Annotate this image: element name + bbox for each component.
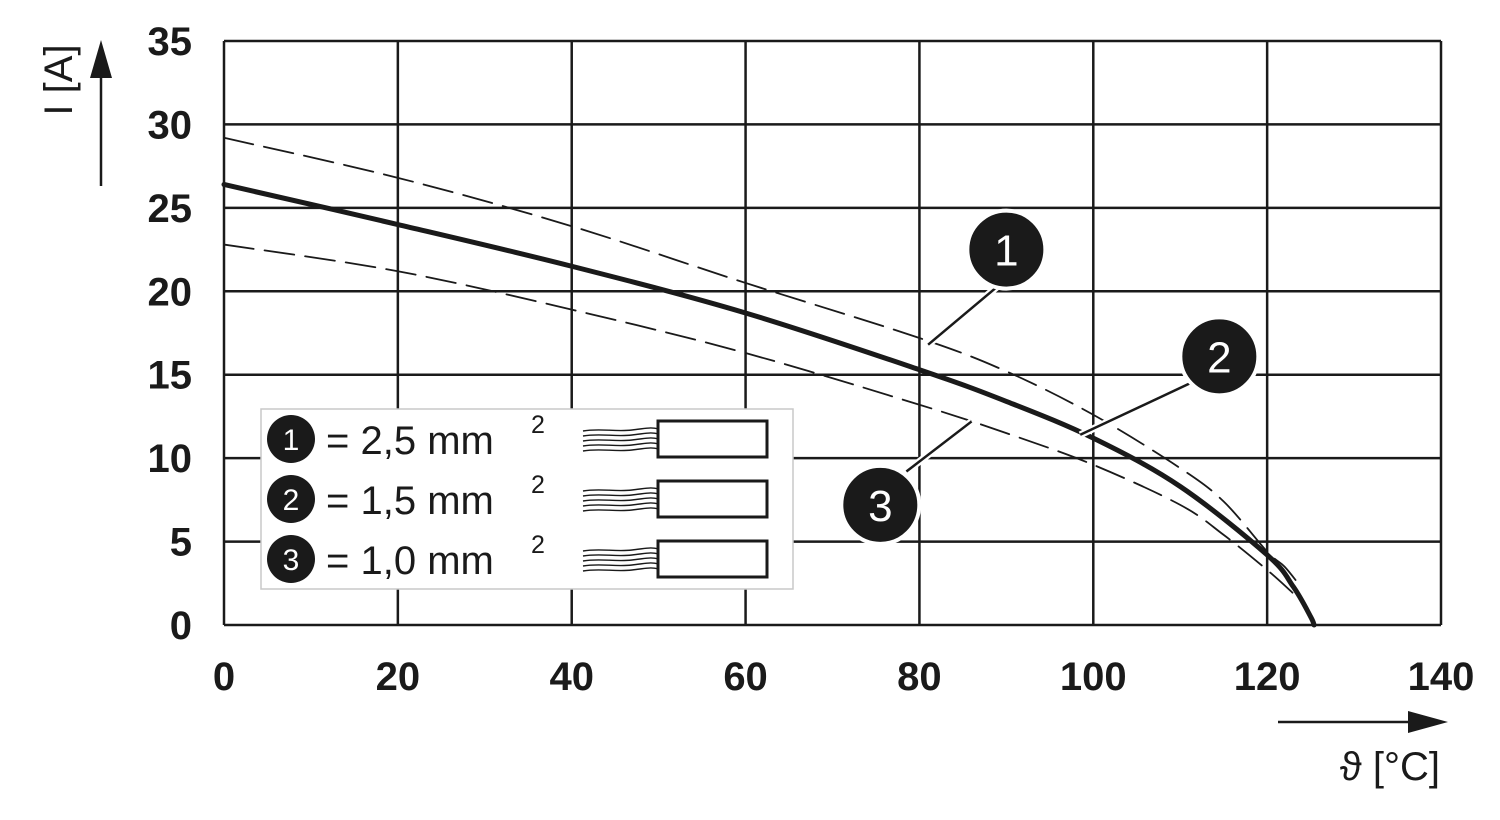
marker-circle-3 xyxy=(839,463,922,546)
curve-series-1 xyxy=(223,136,1303,590)
wire-strand xyxy=(582,552,660,557)
wire-strand xyxy=(582,562,660,567)
wire-strand xyxy=(582,442,660,447)
arrow-up-icon xyxy=(90,40,112,78)
stranded-wire-icon xyxy=(582,419,769,459)
wire-strand xyxy=(582,447,660,452)
y-axis-title: I [A] xyxy=(37,44,81,115)
x-tick-label: 120 xyxy=(1234,655,1301,699)
legend-badge-label: 3 xyxy=(283,544,300,577)
curve-markers: 1 2 3 xyxy=(839,208,1261,546)
y-tick-label: 5 xyxy=(170,521,192,565)
x-tick-label: 140 xyxy=(1408,655,1475,699)
marker-leader-3 xyxy=(905,420,973,473)
stranded-wire-icon xyxy=(582,539,769,579)
wire-strand xyxy=(582,547,660,552)
wire-insulation xyxy=(656,419,769,459)
wire-insulation xyxy=(656,479,769,519)
y-tick-label: 15 xyxy=(148,354,193,398)
marker-circle-2 xyxy=(1178,315,1261,398)
curve-series-2 xyxy=(221,181,1317,628)
wire-strand xyxy=(582,507,660,512)
curve-series-3 xyxy=(223,243,1295,595)
y-tick-label: 20 xyxy=(148,270,193,314)
curves xyxy=(221,136,1317,628)
marker-leader-1 xyxy=(927,285,999,346)
wire-insulation xyxy=(656,539,769,579)
axis-titles: I [A] ϑ [°C] xyxy=(37,40,1448,789)
y-tick-label: 0 xyxy=(170,604,192,648)
y-tick-label: 35 xyxy=(148,20,193,64)
marker-label-1: 1 xyxy=(994,227,1018,276)
legend: 1 = 2,5 mm 2 2 = 1,5 mm 2 3 = 1,0 mm 2 xyxy=(260,408,794,590)
legend-badge-2 xyxy=(267,475,315,523)
y-tick-label: 10 xyxy=(148,437,193,481)
stranded-wire-icon xyxy=(582,479,769,519)
legend-badge-label: 1 xyxy=(283,424,300,457)
marker-circle-1 xyxy=(965,208,1048,291)
legend-badge-3 xyxy=(267,535,315,583)
wire-strand xyxy=(582,557,660,562)
x-tick-label: 0 xyxy=(213,655,235,699)
legend-badge-1 xyxy=(267,415,315,463)
x-tick-label: 80 xyxy=(897,655,942,699)
y-tick-label: 30 xyxy=(148,103,193,147)
tick-labels: 0 20 40 60 80 100 120 140 0 5 10 15 20 25 30 35 xyxy=(148,20,1475,699)
x-tick-label: 100 xyxy=(1060,655,1127,699)
y-tick-label: 25 xyxy=(148,187,193,231)
legend-superscript: 2 xyxy=(531,471,545,499)
legend-value: = 1,0 mm xyxy=(326,539,494,583)
wire-strand xyxy=(582,487,660,492)
x-tick-label: 60 xyxy=(723,655,768,699)
arrow-right-icon xyxy=(1408,711,1448,733)
wire-strand xyxy=(582,567,660,572)
wire-strand xyxy=(582,497,660,502)
marker-leader-2 xyxy=(1079,378,1199,436)
marker-label-3: 3 xyxy=(868,482,892,531)
legend-value: = 2,5 mm xyxy=(326,419,494,463)
wire-strand xyxy=(582,492,660,497)
marker-label-2: 2 xyxy=(1207,333,1231,382)
legend-badge-label: 2 xyxy=(283,484,300,517)
legend-value: = 1,5 mm xyxy=(326,479,494,523)
x-tick-label: 20 xyxy=(376,655,421,699)
legend-superscript: 2 xyxy=(531,411,545,439)
legend-superscript: 2 xyxy=(531,531,545,559)
wire-strand xyxy=(582,502,660,507)
x-tick-label: 40 xyxy=(549,655,594,699)
wire-strand xyxy=(582,432,660,437)
x-axis-title: ϑ [°C] xyxy=(1340,745,1440,789)
wire-strand xyxy=(582,437,660,442)
wire-strand xyxy=(582,427,660,432)
